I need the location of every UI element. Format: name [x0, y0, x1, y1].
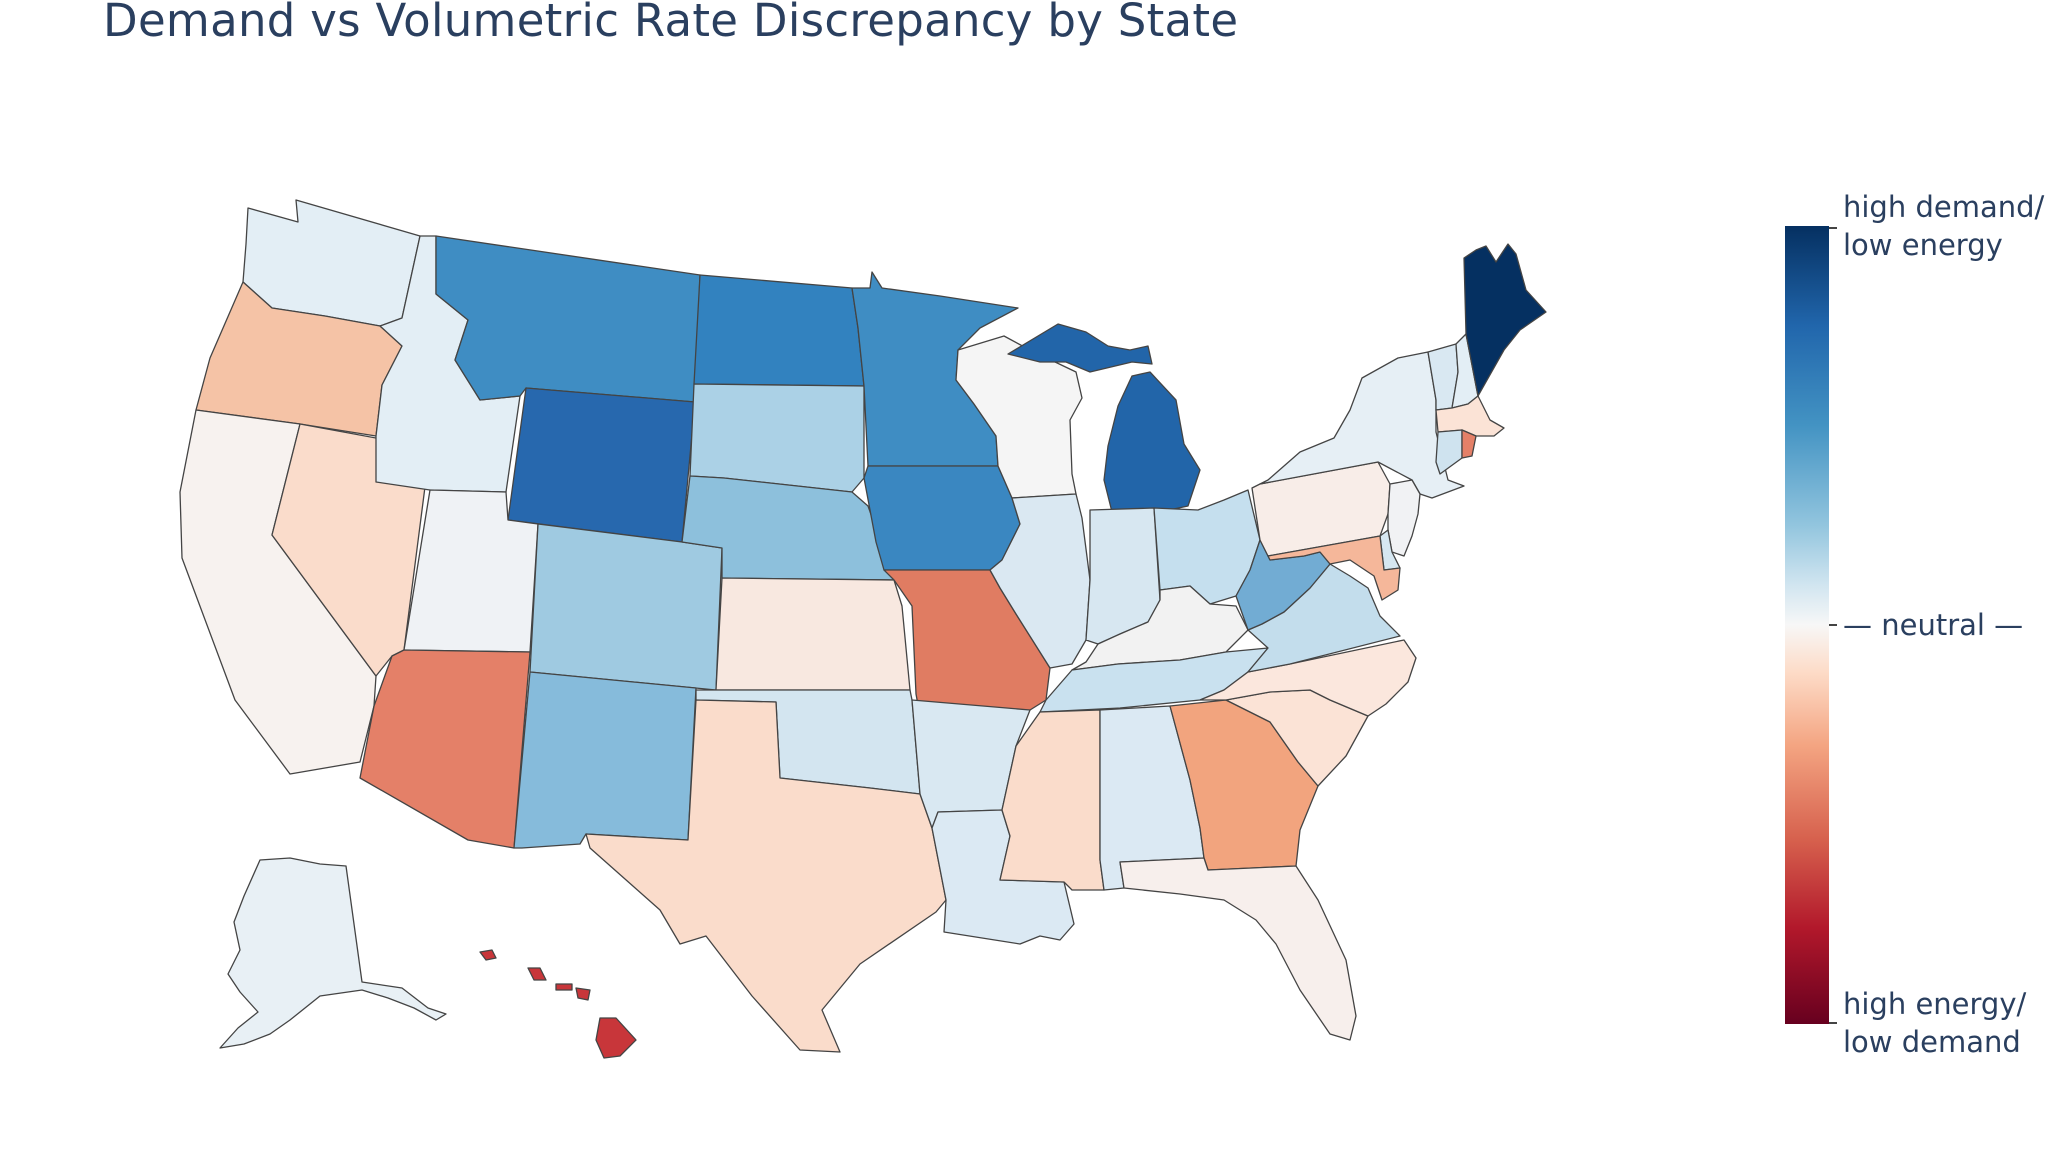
state-ks[interactable]: [715, 577, 911, 691]
state-co[interactable]: [529, 523, 723, 691]
colorbar-label-bottom-line2: low demand: [1843, 1025, 2021, 1059]
colorbar-label-bottom-line1: high energy/: [1843, 987, 2027, 1021]
colorbar-label-top-line2: low energy: [1843, 228, 2003, 262]
state-ny[interactable]: [1259, 351, 1465, 499]
colorbar-tick-mid: [1829, 624, 1837, 626]
state-nm[interactable]: [513, 671, 697, 849]
state-hi[interactable]: [479, 949, 637, 1059]
state-ri[interactable]: [1461, 429, 1477, 459]
colorbar: [1785, 226, 1829, 1024]
state-ak[interactable]: [219, 857, 447, 1049]
state-sd[interactable]: [689, 383, 865, 493]
colorbar-label-top-line1: high demand/: [1843, 190, 2045, 224]
state-mt[interactable]: [435, 235, 701, 403]
state-mi[interactable]: [1007, 323, 1201, 515]
state-fl[interactable]: [1119, 857, 1357, 1041]
state-md[interactable]: [1267, 535, 1401, 601]
state-nd[interactable]: [693, 274, 865, 387]
colorbar-label-top: high demand/ low energy: [1843, 188, 2044, 264]
state-wy[interactable]: [507, 387, 696, 543]
colorbar-tick-bottom: [1829, 1022, 1837, 1024]
state-nj[interactable]: [1387, 479, 1421, 557]
colorbar-tick-top: [1829, 227, 1837, 229]
colorbar-label-mid: — neutral —: [1843, 608, 2024, 642]
state-il[interactable]: [989, 493, 1091, 669]
chart-title: Demand vs Volumetric Rate Discrepancy by…: [103, 0, 1239, 47]
state-tx[interactable]: [585, 699, 947, 1053]
colorbar-label-bottom: high energy/ low demand: [1843, 985, 2026, 1061]
state-ct[interactable]: [1435, 429, 1463, 475]
colorbar-gradient: [1785, 226, 1829, 1024]
state-ia[interactable]: [863, 465, 1021, 571]
state-me[interactable]: [1463, 243, 1547, 397]
state-az[interactable]: [359, 649, 531, 849]
